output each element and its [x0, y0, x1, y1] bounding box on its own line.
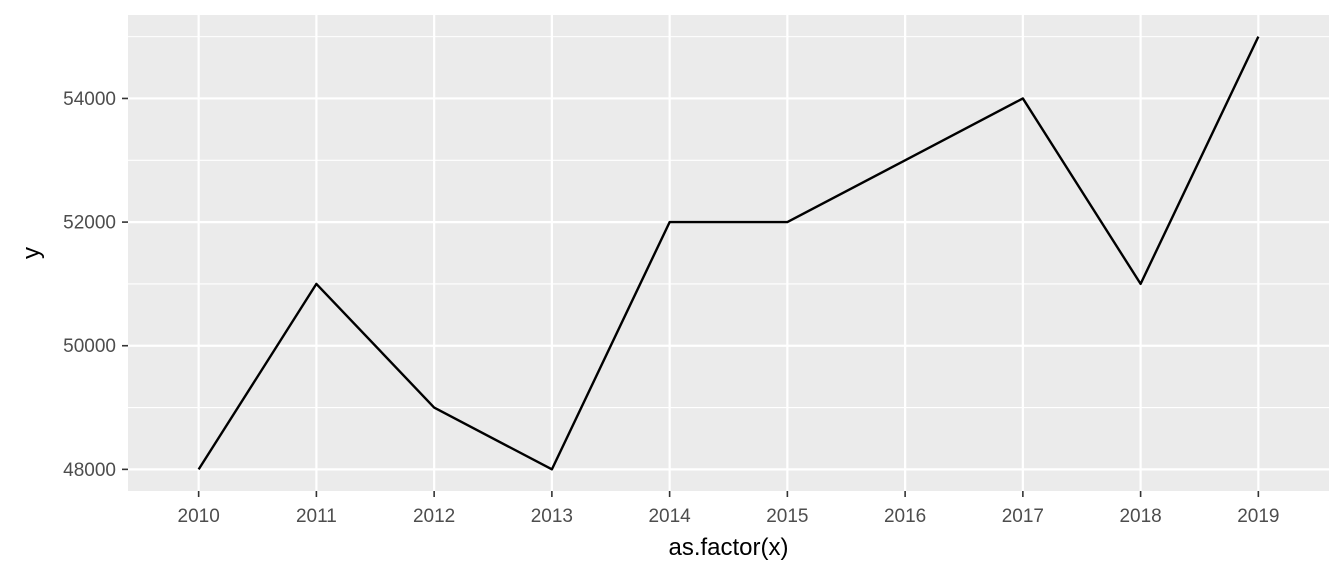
- x-tick-label: 2018: [1119, 506, 1161, 527]
- minor-gridlines: [128, 36, 1329, 409]
- x-tick-label: 2012: [413, 506, 455, 527]
- y-tick-label: 52000: [63, 213, 116, 234]
- x-tick-label: 2010: [178, 506, 220, 527]
- series-line: [197, 36, 1260, 471]
- y-tick-label: 54000: [63, 89, 116, 110]
- major-gridlines: [128, 15, 1329, 491]
- y-axis: 48000 50000 52000 54000: [63, 89, 128, 481]
- y-tick-label: 48000: [63, 460, 116, 481]
- x-axis-title: as.factor(x): [668, 534, 788, 561]
- series-layer: [197, 36, 1260, 471]
- x-tick-label: 2014: [648, 506, 691, 527]
- x-tick-label: 2017: [1002, 506, 1044, 527]
- x-tick-label: 2015: [766, 506, 808, 527]
- x-axis: 2010 2011 2012 2013 2014 2015 2016 2017 2018 2019: [178, 491, 1279, 527]
- x-tick-label: 2013: [531, 506, 573, 527]
- y-tick-label: 50000: [63, 336, 116, 357]
- y-axis-title: y: [18, 247, 45, 259]
- plot-panel: [128, 15, 1329, 491]
- x-tick-label: 2016: [884, 506, 926, 527]
- x-tick-label: 2019: [1237, 506, 1279, 527]
- x-tick-label: 2011: [296, 506, 337, 527]
